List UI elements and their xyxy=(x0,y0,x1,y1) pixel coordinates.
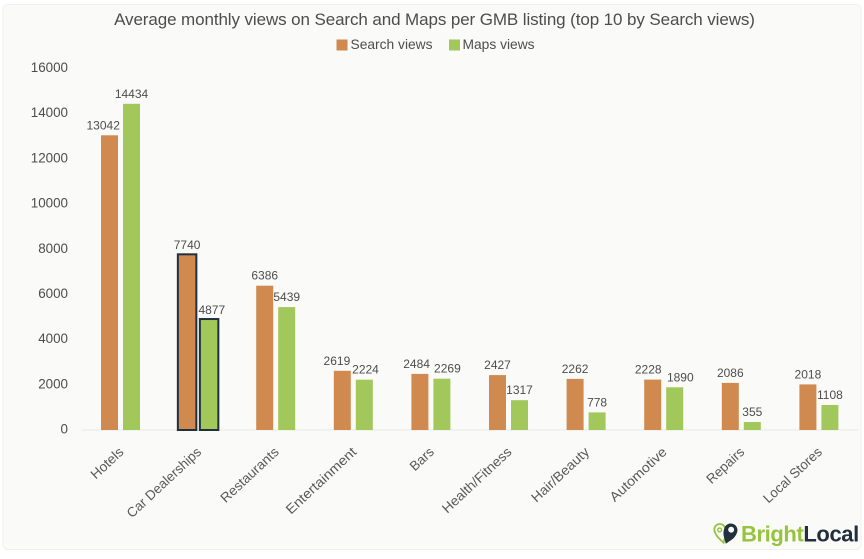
svg-text:1890: 1890 xyxy=(667,370,694,384)
svg-text:2619: 2619 xyxy=(324,354,351,368)
svg-text:8000: 8000 xyxy=(38,241,68,256)
svg-text:12000: 12000 xyxy=(31,150,68,165)
svg-text:Average monthly views on Searc: Average monthly views on Search and Maps… xyxy=(114,10,755,29)
svg-text:2086: 2086 xyxy=(717,366,744,380)
svg-text:13042: 13042 xyxy=(87,118,121,132)
svg-text:16000: 16000 xyxy=(31,60,68,75)
svg-text:0: 0 xyxy=(61,422,68,437)
svg-text:2000: 2000 xyxy=(38,376,68,391)
svg-text:BrightLocal: BrightLocal xyxy=(741,522,859,547)
svg-text:2224: 2224 xyxy=(352,363,379,377)
svg-text:Maps views: Maps views xyxy=(463,37,535,52)
svg-text:Search views: Search views xyxy=(351,37,433,52)
svg-text:5439: 5439 xyxy=(273,290,300,304)
svg-text:6000: 6000 xyxy=(38,286,68,301)
svg-text:7740: 7740 xyxy=(174,238,201,252)
svg-text:4877: 4877 xyxy=(198,303,225,317)
svg-text:2427: 2427 xyxy=(484,358,511,372)
svg-text:2228: 2228 xyxy=(635,363,662,377)
svg-text:6386: 6386 xyxy=(251,269,278,283)
svg-text:1108: 1108 xyxy=(817,388,843,402)
svg-text:2269: 2269 xyxy=(434,362,461,376)
svg-text:2018: 2018 xyxy=(795,367,822,381)
svg-text:778: 778 xyxy=(587,395,607,409)
svg-text:14000: 14000 xyxy=(31,105,68,120)
svg-text:355: 355 xyxy=(742,405,762,419)
svg-text:14434: 14434 xyxy=(115,87,149,101)
svg-text:2262: 2262 xyxy=(562,362,589,376)
svg-text:1317: 1317 xyxy=(506,383,533,397)
svg-text:10000: 10000 xyxy=(31,196,68,211)
svg-text:2484: 2484 xyxy=(403,357,430,371)
svg-text:4000: 4000 xyxy=(38,331,68,346)
